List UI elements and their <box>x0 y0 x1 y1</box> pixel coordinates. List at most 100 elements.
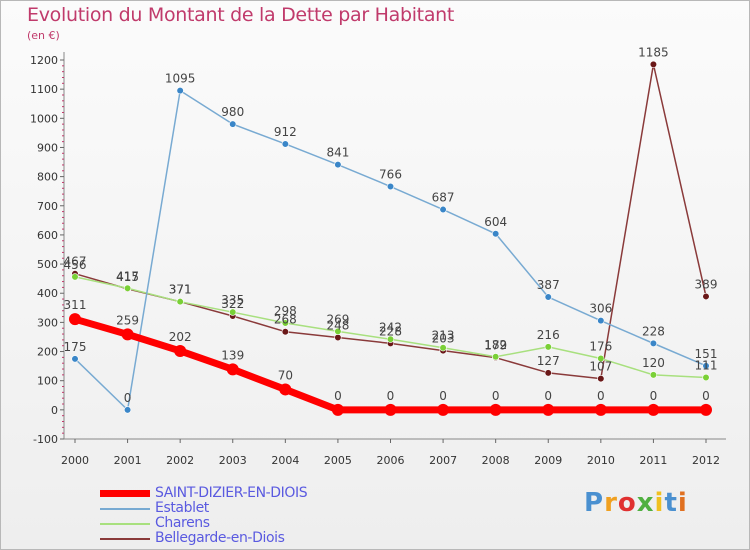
legend-item[interactable]: Charens <box>100 516 400 531</box>
data-label: 467 <box>64 255 87 269</box>
data-point <box>649 60 658 68</box>
data-label: 216 <box>537 328 560 342</box>
x-tick-label: 2000 <box>61 454 89 467</box>
data-point <box>702 292 710 301</box>
data-point <box>281 319 289 327</box>
data-label: 387 <box>537 278 560 292</box>
y-tick-label: 800 <box>37 171 58 184</box>
data-label: 259 <box>116 313 139 327</box>
data-point <box>334 327 342 336</box>
data-point <box>649 371 658 379</box>
data-point <box>437 403 450 416</box>
data-label: 0 <box>387 389 395 403</box>
data-label: 0 <box>334 389 342 403</box>
data-point <box>71 273 79 281</box>
x-tick-label: 2003 <box>219 454 247 467</box>
legend-label-saint-dizier: SAINT-DIZIER-EN-DIOIS <box>155 485 308 501</box>
chart-subtitle: (en €) <box>27 29 60 42</box>
data-label: 176 <box>589 340 612 354</box>
data-label: 179 <box>484 339 507 353</box>
x-tick-label: 2001 <box>114 454 142 467</box>
x-tick-label: 2006 <box>377 454 405 467</box>
data-label: 151 <box>695 347 718 361</box>
legend-swatch <box>100 538 150 540</box>
x-tick-label: 2007 <box>429 454 457 467</box>
data-point <box>69 313 81 326</box>
data-point <box>281 328 289 336</box>
data-label: 0 <box>439 389 447 403</box>
y-tick-label: -100 <box>33 433 58 446</box>
data-point <box>597 317 605 325</box>
y-tick-label: 1000 <box>30 112 58 125</box>
x-tick-label: 2010 <box>587 454 615 467</box>
data-label: 766 <box>379 168 402 182</box>
data-label: 120 <box>642 356 665 370</box>
data-label: 335 <box>221 293 244 307</box>
data-label: 0 <box>544 389 552 403</box>
logo-letter: t <box>664 488 678 518</box>
legend-swatch <box>100 523 150 525</box>
data-point <box>594 403 607 416</box>
data-label: 107 <box>589 360 612 374</box>
logo-letter: x <box>636 488 655 518</box>
x-tick-label: 2008 <box>482 454 510 467</box>
legend-label-bellegarde: Bellegarde-en-Diois <box>155 530 285 546</box>
data-label: 417 <box>116 269 139 283</box>
data-label: 213 <box>432 329 455 343</box>
data-point <box>71 355 79 363</box>
data-label: 228 <box>642 324 665 338</box>
data-point <box>176 87 184 95</box>
data-label: 0 <box>492 389 500 403</box>
y-tick-label: 500 <box>37 258 58 271</box>
data-label: 175 <box>64 340 87 354</box>
legend-item[interactable]: SAINT-DIZIER-EN-DIOIS <box>100 486 400 501</box>
data-label: 0 <box>124 391 132 405</box>
data-point <box>229 308 237 316</box>
data-point <box>489 403 502 416</box>
y-tick-label: 100 <box>37 375 58 388</box>
data-label: 841 <box>326 146 349 160</box>
data-label: 311 <box>64 298 87 312</box>
y-tick-label: 300 <box>37 316 58 329</box>
data-label: 70 <box>278 368 293 382</box>
data-point <box>649 339 658 347</box>
logo-letter: i <box>654 488 665 518</box>
data-point <box>279 383 292 396</box>
data-label: 1095 <box>165 72 196 86</box>
legend-label-establet: Establet <box>155 500 209 516</box>
data-label: 139 <box>221 348 244 362</box>
y-tick-label: 700 <box>37 200 58 213</box>
data-label: 456 <box>64 258 87 272</box>
data-label: 389 <box>695 277 718 291</box>
data-label: 298 <box>274 304 297 318</box>
data-label: 248 <box>326 319 349 333</box>
x-tick-label: 2005 <box>324 454 352 467</box>
data-point <box>492 353 500 361</box>
data-point <box>281 140 289 148</box>
legend-item[interactable]: Bellegarde-en-Diois <box>100 531 400 546</box>
y-tick-label: 600 <box>37 229 58 242</box>
data-label: 306 <box>589 302 612 316</box>
legend-item[interactable]: Establet <box>100 501 400 516</box>
y-tick-label: 1200 <box>30 54 58 67</box>
x-tick-label: 2009 <box>534 454 562 467</box>
data-label: 268 <box>274 313 297 327</box>
logo-letter: i <box>677 488 688 518</box>
data-label: 322 <box>221 297 244 311</box>
data-label: 604 <box>484 215 507 229</box>
data-point <box>123 406 132 414</box>
logo-letter: o <box>617 488 637 518</box>
data-point <box>702 362 710 370</box>
data-point <box>647 403 660 416</box>
data-label: 980 <box>221 105 244 119</box>
x-tick-label: 2012 <box>692 454 720 467</box>
data-label: 371 <box>169 283 192 297</box>
y-tick-label: 200 <box>37 346 58 359</box>
legend: SAINT-DIZIER-EN-DIOIS Establet Charens B… <box>100 486 400 546</box>
x-tick-label: 2004 <box>271 454 299 467</box>
data-point <box>544 369 552 377</box>
data-point <box>439 344 447 352</box>
data-point <box>176 298 184 306</box>
logo-letter: P <box>584 488 605 518</box>
